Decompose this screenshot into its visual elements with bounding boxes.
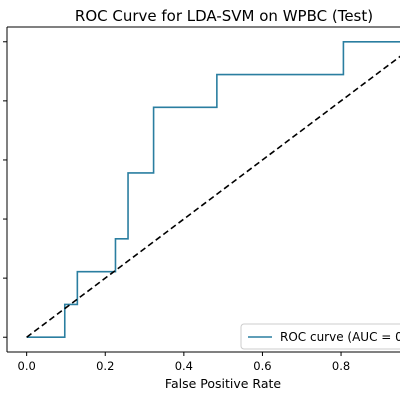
x-axis-label: False Positive Rate bbox=[165, 376, 281, 391]
legend-label: ROC curve (AUC = 0 bbox=[280, 330, 400, 344]
x-tick-label: 0.8 bbox=[332, 359, 350, 373]
x-tick-label: 0.4 bbox=[175, 359, 193, 373]
x-tick-label: 0.6 bbox=[253, 359, 271, 373]
chart-title: ROC Curve for LDA-SVM on WPBC (Test) bbox=[75, 7, 373, 25]
x-tick-label: 0.0 bbox=[18, 359, 36, 373]
legend: ROC curve (AUC = 0 bbox=[240, 323, 400, 350]
chance-diagonal-line bbox=[26, 55, 400, 338]
legend-box bbox=[240, 323, 400, 350]
plot-area bbox=[26, 40, 400, 339]
x-tick-label: 0.2 bbox=[96, 359, 114, 373]
axes: 0.0 0.2 0.4 0.6 0.8 bbox=[3, 26, 400, 373]
roc-curve-line bbox=[26, 40, 400, 339]
